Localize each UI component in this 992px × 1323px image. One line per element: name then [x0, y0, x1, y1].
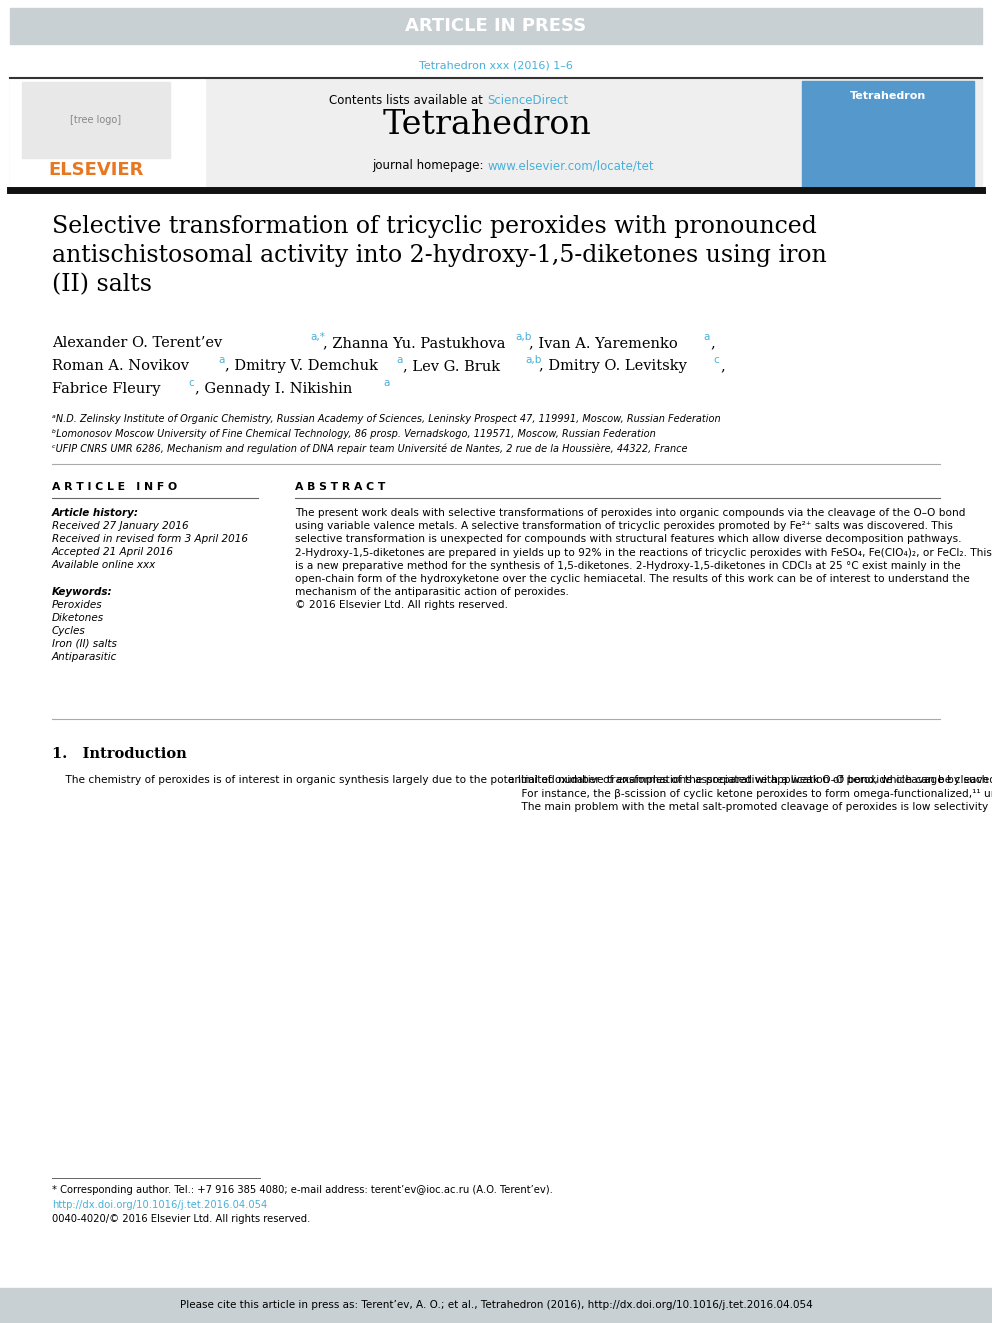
- Text: a: a: [218, 355, 224, 365]
- Text: Please cite this article in press as: Terent’ev, A. O.; et al., Tetrahedron (201: Please cite this article in press as: Te…: [180, 1301, 812, 1310]
- Text: ᵇLomonosov Moscow University of Fine Chemical Technology, 86 prosp. Vernadskogo,: ᵇLomonosov Moscow University of Fine Che…: [52, 429, 656, 439]
- Text: ELSEVIER: ELSEVIER: [49, 161, 144, 179]
- Text: Received 27 January 2016: Received 27 January 2016: [52, 521, 188, 531]
- Text: , Dmitry O. Levitsky: , Dmitry O. Levitsky: [539, 359, 686, 373]
- Text: http://dx.doi.org/10.1016/j.tet.2016.04.054: http://dx.doi.org/10.1016/j.tet.2016.04.…: [52, 1200, 267, 1211]
- Text: , Dmitry V. Demchuk: , Dmitry V. Demchuk: [225, 359, 378, 373]
- Text: Selective transformation of tricyclic peroxides with pronounced
antischistosomal: Selective transformation of tricyclic pe…: [52, 216, 826, 296]
- Text: c: c: [713, 355, 719, 365]
- Text: a,b: a,b: [525, 355, 542, 365]
- Text: ᵃN.D. Zelinsky Institute of Organic Chemistry, Russian Academy of Sciences, Leni: ᵃN.D. Zelinsky Institute of Organic Chem…: [52, 414, 720, 423]
- Text: 1.   Introduction: 1. Introduction: [52, 747, 186, 761]
- Text: , Gennady I. Nikishin: , Gennady I. Nikishin: [195, 382, 352, 396]
- Text: , Ivan A. Yaremenko: , Ivan A. Yaremenko: [529, 336, 678, 351]
- Text: ,: ,: [710, 336, 715, 351]
- Text: A R T I C L E   I N F O: A R T I C L E I N F O: [52, 482, 178, 492]
- Text: Antiparasitic: Antiparasitic: [52, 652, 117, 662]
- Text: a,*: a,*: [310, 332, 324, 343]
- Text: a: a: [703, 332, 709, 343]
- Bar: [10, 78, 982, 191]
- Text: Tetrahedron: Tetrahedron: [383, 108, 591, 142]
- Text: Diketones: Diketones: [52, 613, 104, 623]
- Text: c: c: [188, 378, 193, 388]
- Text: Available online xxx: Available online xxx: [52, 560, 157, 570]
- Text: Tetrahedron xxx (2016) 1–6: Tetrahedron xxx (2016) 1–6: [419, 61, 573, 71]
- Text: a,b: a,b: [515, 332, 532, 343]
- Text: Tetrahedron: Tetrahedron: [850, 91, 927, 101]
- Text: , Zhanna Yu. Pastukhova: , Zhanna Yu. Pastukhova: [323, 336, 506, 351]
- Text: , Lev G. Bruk: , Lev G. Bruk: [403, 359, 500, 373]
- Text: a limited number of examples of the preparative application of peroxide cleavage: a limited number of examples of the prep…: [508, 775, 992, 812]
- Text: Keywords:: Keywords:: [52, 587, 113, 597]
- Text: Cycles: Cycles: [52, 626, 85, 636]
- Text: Peroxides: Peroxides: [52, 601, 102, 610]
- Text: Contents lists available at: Contents lists available at: [329, 94, 487, 107]
- Text: Iron (II) salts: Iron (II) salts: [52, 639, 117, 650]
- Text: a: a: [383, 378, 390, 388]
- Text: ,: ,: [720, 359, 725, 373]
- Bar: [22, 82, 170, 157]
- Text: Roman A. Novikov: Roman A. Novikov: [52, 359, 189, 373]
- Text: Fabrice Fleury: Fabrice Fleury: [52, 382, 161, 396]
- Text: ScienceDirect: ScienceDirect: [487, 94, 568, 107]
- Text: The present work deals with selective transformations of peroxides into organic : The present work deals with selective tr…: [295, 508, 992, 610]
- Text: Article history:: Article history:: [52, 508, 139, 519]
- Text: Alexander O. Terent’ev: Alexander O. Terent’ev: [52, 336, 222, 351]
- Text: Received in revised form 3 April 2016: Received in revised form 3 April 2016: [52, 534, 248, 544]
- Text: ARTICLE IN PRESS: ARTICLE IN PRESS: [406, 17, 586, 34]
- Bar: [10, 8, 982, 44]
- Text: [tree logo]: [tree logo]: [70, 115, 122, 124]
- Text: 0040-4020/© 2016 Elsevier Ltd. All rights reserved.: 0040-4020/© 2016 Elsevier Ltd. All right…: [52, 1215, 310, 1224]
- Text: journal homepage:: journal homepage:: [372, 160, 487, 172]
- Bar: [10, 78, 205, 191]
- Bar: [802, 81, 974, 187]
- Text: The chemistry of peroxides is of interest in organic synthesis largely due to th: The chemistry of peroxides is of interes…: [52, 775, 992, 785]
- Text: * Corresponding author. Tel.: +7 916 385 4080; e-mail address: terent’ev@ioc.ac.: * Corresponding author. Tel.: +7 916 385…: [52, 1185, 553, 1195]
- Bar: [0, 1289, 992, 1323]
- Text: A B S T R A C T: A B S T R A C T: [295, 482, 385, 492]
- Text: ᶜUFIP CNRS UMR 6286, Mechanism and regulation of DNA repair team Université de N: ᶜUFIP CNRS UMR 6286, Mechanism and regul…: [52, 445, 687, 455]
- Text: www.elsevier.com/locate/tet: www.elsevier.com/locate/tet: [487, 160, 654, 172]
- Text: a: a: [396, 355, 403, 365]
- Text: Accepted 21 April 2016: Accepted 21 April 2016: [52, 546, 174, 557]
